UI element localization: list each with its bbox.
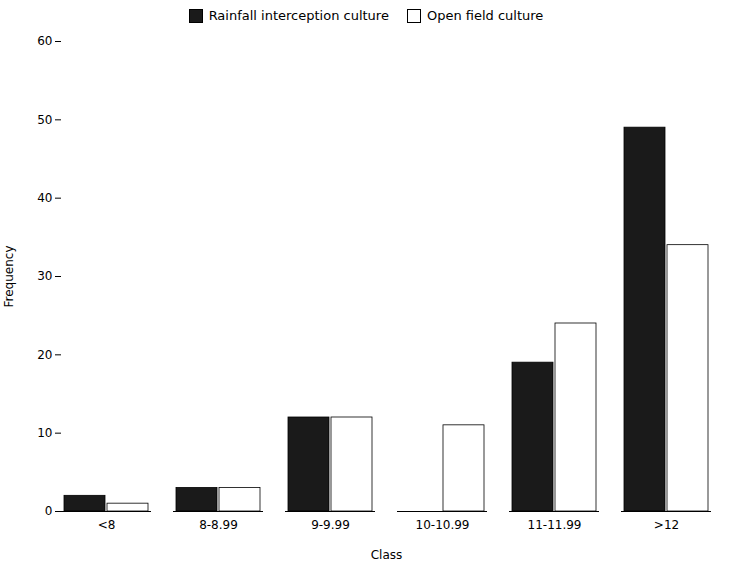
- svg-text:50: 50: [37, 113, 52, 127]
- svg-text:20: 20: [37, 348, 52, 362]
- svg-text:60: 60: [37, 34, 52, 48]
- svg-text:0: 0: [45, 504, 53, 518]
- svg-text:<8: <8: [98, 518, 116, 532]
- svg-text:Class: Class: [371, 548, 403, 562]
- svg-text:9-9.99: 9-9.99: [311, 518, 350, 532]
- html-text:Rainfall interception culture: Rainfall interception culture: [208, 8, 389, 23]
- svg-text:10-10.99: 10-10.99: [416, 518, 470, 532]
- svg-text:Frequency: Frequency: [2, 246, 16, 308]
- svg-text:40: 40: [37, 191, 52, 205]
- svg-text:11-11.99: 11-11.99: [528, 518, 582, 532]
- svg-text:>12: >12: [654, 518, 679, 532]
- svg-text:8-8.99: 8-8.99: [199, 518, 238, 532]
- svg-text:10: 10: [37, 426, 52, 440]
- html-text:Open field culture: Open field culture: [426, 8, 544, 23]
- svg-text:30: 30: [37, 269, 52, 283]
